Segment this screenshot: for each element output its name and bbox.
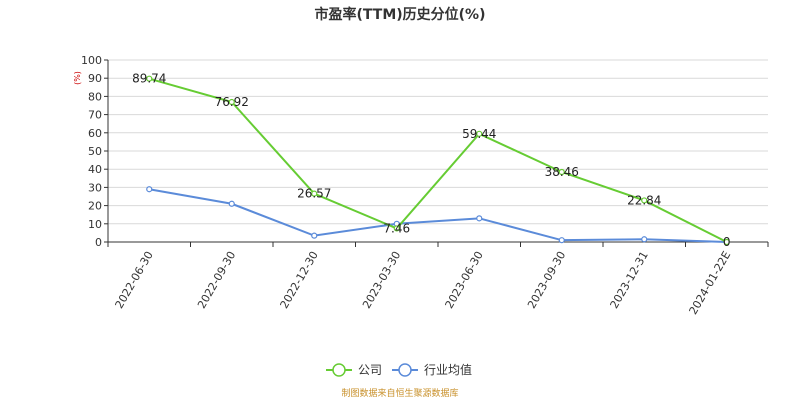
data-point-1[interactable]: [641, 236, 648, 243]
y-tick-label: 60: [88, 127, 102, 140]
data-label: 26.57: [297, 187, 331, 201]
source-note: 制图数据来自恒生聚源数据库: [341, 387, 458, 399]
data-point-1[interactable]: [146, 186, 153, 193]
y-tick-label: 90: [88, 72, 102, 85]
data-label: 0: [723, 235, 731, 249]
data-label: 89.74: [132, 72, 166, 86]
data-point-1[interactable]: [311, 232, 318, 239]
data-label: 59.44: [462, 127, 496, 141]
y-tick-label: 50: [88, 145, 102, 158]
y-tick-label: 20: [88, 200, 102, 213]
data-point-0[interactable]: [641, 197, 648, 204]
legend-marker[interactable]: [332, 363, 346, 377]
axes: [104, 59, 769, 247]
data-point-0[interactable]: [228, 98, 235, 106]
x-tick-label: 2022-12-30: [278, 249, 321, 311]
legend-marker[interactable]: [398, 363, 412, 377]
legend-label[interactable]: 行业均值: [424, 362, 472, 377]
x-tick-label: 2022-09-30: [195, 249, 238, 311]
series-layer: [146, 75, 730, 246]
data-point-1[interactable]: [558, 237, 565, 244]
data-label: 76.92: [215, 95, 249, 109]
chart-title: 市盈率(TTM)历史分位(%): [315, 6, 486, 23]
y-axis-unit: (%): [73, 71, 82, 85]
data-point-0[interactable]: [311, 190, 318, 197]
x-tick-label: 2023-12-31: [608, 249, 651, 311]
data-point-1[interactable]: [228, 200, 235, 207]
data-labels: 89.74 76.92 26.57 7.46 59.44 38.46 22.84 0: [132, 72, 731, 249]
data-label: 38.46: [545, 165, 579, 179]
y-tick-label: 40: [88, 163, 102, 176]
data-point-0[interactable]: [558, 168, 565, 176]
series-line-0: [148, 77, 728, 243]
legend-label[interactable]: 公司: [358, 363, 382, 377]
y-tick-label: 80: [88, 90, 102, 103]
data-point-0[interactable]: [146, 75, 153, 82]
y-tick-label: 30: [88, 181, 102, 194]
data-label: 22.84: [627, 193, 661, 207]
y-tick-labels: 0 10 20 30 40 50 60 70 80 90 100: [81, 54, 102, 249]
x-tick-label: 2023-03-30: [360, 249, 403, 311]
x-tick-labels: 2022-06-30 2022-09-30 2022-12-30 2023-03-30…: [113, 249, 734, 317]
y-tick-label: 100: [81, 54, 102, 67]
y-tick-label: 0: [95, 236, 102, 249]
data-point-0[interactable]: [393, 225, 400, 232]
data-point-0[interactable]: [723, 238, 730, 246]
data-label: 7.46: [383, 221, 410, 235]
y-tick-label: 10: [88, 218, 102, 231]
series-line-1: [149, 188, 727, 243]
data-point-0[interactable]: [476, 130, 483, 137]
x-tick-label: 2022-06-30: [113, 249, 156, 311]
legend: 公司 行业均值: [326, 362, 472, 377]
y-tick-label: 70: [88, 109, 102, 122]
x-tick-label: 2023-06-30: [443, 249, 486, 311]
grid-lines: [108, 59, 768, 225]
x-tick-label: 2023-09-30: [525, 249, 568, 311]
data-point-1[interactable]: [476, 215, 483, 222]
x-tick-label: 2024-01-22E: [687, 249, 734, 317]
